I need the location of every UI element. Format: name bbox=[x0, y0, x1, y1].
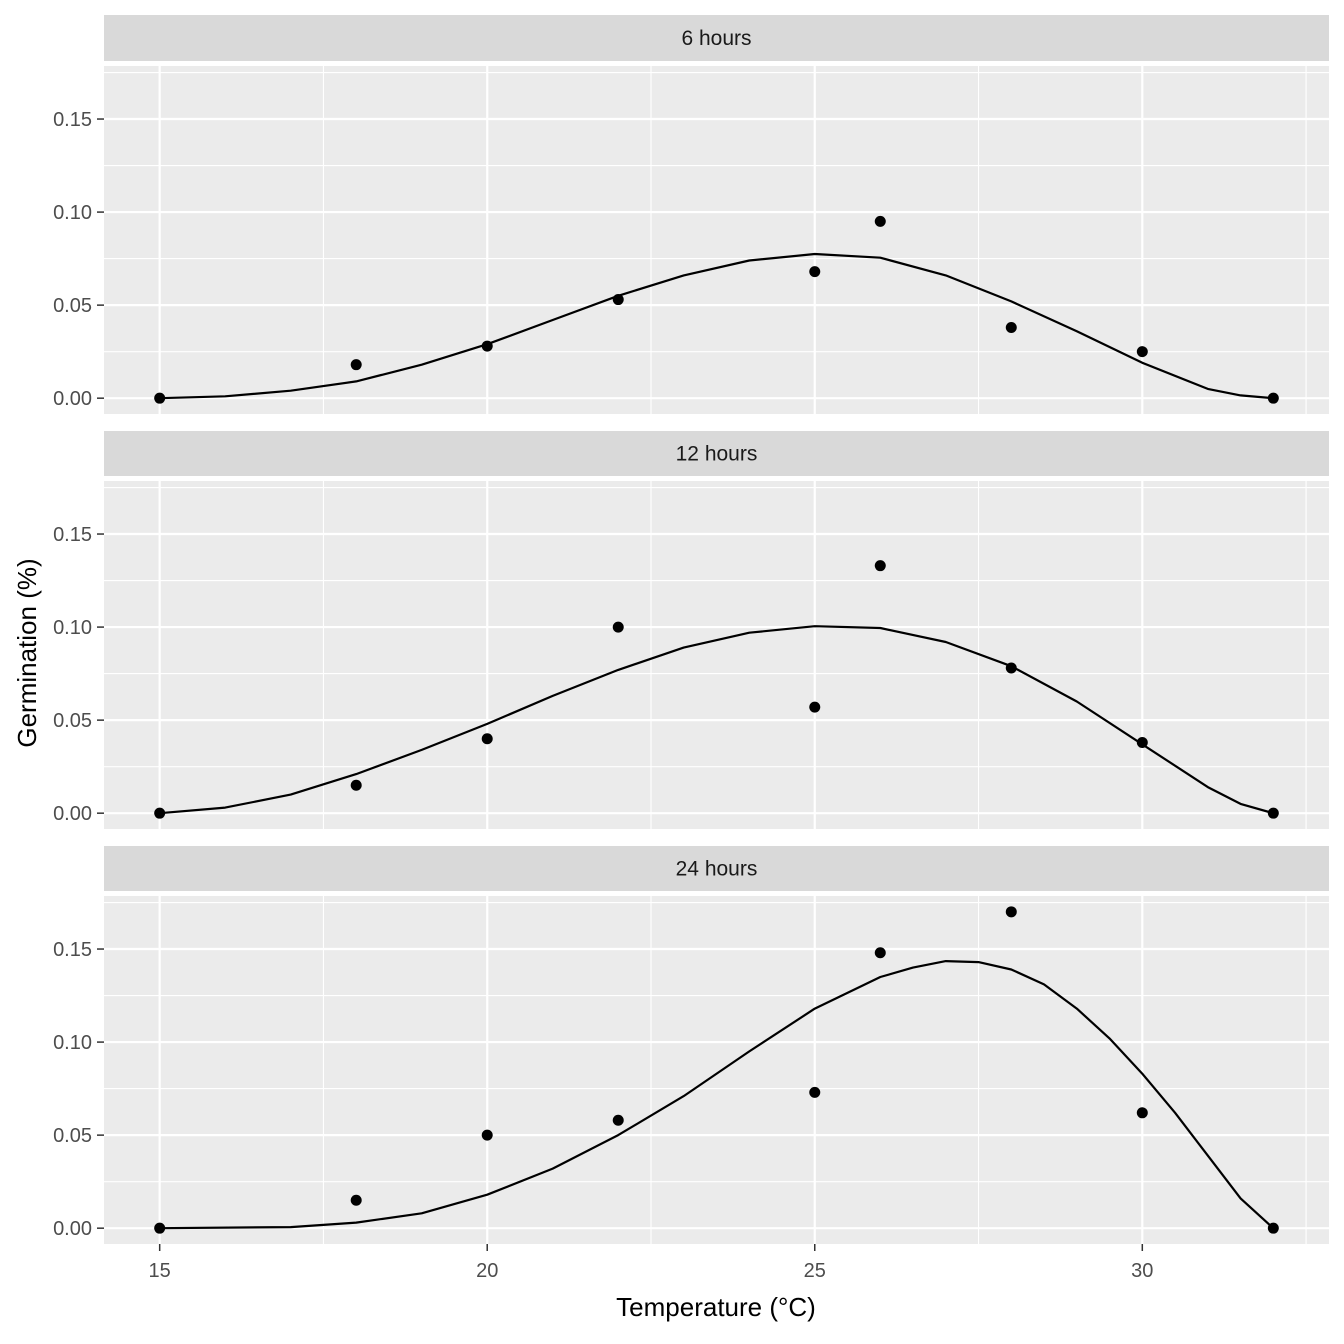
data-point bbox=[874, 560, 886, 572]
data-point bbox=[809, 1086, 821, 1098]
y-tick-label: 0.15 bbox=[53, 524, 92, 546]
y-axis-title: Germination (%) bbox=[12, 558, 42, 747]
data-point bbox=[350, 779, 362, 791]
y-tick-label: 0.05 bbox=[53, 1125, 92, 1147]
x-tick-label: 30 bbox=[1131, 1260, 1153, 1282]
data-point bbox=[1136, 1107, 1148, 1119]
data-point bbox=[612, 1114, 624, 1126]
facet-panel: 6 hours 0.00 0.05 0.10 0.15 bbox=[53, 15, 1329, 414]
y-tick-label: 0.10 bbox=[53, 202, 92, 224]
panel-background bbox=[104, 481, 1329, 829]
y-tick-label: 0.10 bbox=[53, 1032, 92, 1054]
data-point bbox=[154, 1222, 166, 1234]
data-point bbox=[350, 1194, 362, 1206]
y-tick-label: 0.00 bbox=[53, 803, 92, 825]
x-tick-label: 15 bbox=[149, 1260, 171, 1282]
facet-strip-label: 6 hours bbox=[681, 27, 751, 50]
facet-strip bbox=[104, 431, 1329, 476]
data-point bbox=[481, 340, 493, 352]
y-tick-label: 0.05 bbox=[53, 295, 92, 317]
data-point bbox=[1136, 346, 1148, 358]
facet-panel: 24 hours 0.00 0.05 0.10 0.15 bbox=[53, 846, 1329, 1244]
data-point bbox=[1005, 662, 1017, 674]
data-point bbox=[350, 359, 362, 371]
x-axis-title: Temperature (°C) bbox=[616, 1292, 816, 1322]
facet-panels: 6 hours 0.00 0.05 0.10 0.15 12 hours 0.00 0.05 0… bbox=[53, 15, 1329, 1244]
data-point bbox=[809, 701, 821, 713]
facet-panel: 12 hours 0.00 0.05 0.10 0.15 bbox=[53, 431, 1329, 829]
data-point bbox=[481, 1129, 493, 1141]
data-point bbox=[809, 266, 821, 278]
x-tick-label: 25 bbox=[804, 1260, 826, 1282]
data-point bbox=[874, 947, 886, 959]
y-tick-label: 0.05 bbox=[53, 710, 92, 732]
y-tick-label: 0.00 bbox=[53, 388, 92, 410]
data-point bbox=[1136, 736, 1148, 748]
data-point bbox=[1005, 906, 1017, 918]
x-axis: 15 20 25 30 bbox=[149, 1244, 1153, 1282]
y-tick-label: 0.15 bbox=[53, 109, 92, 131]
data-point bbox=[154, 392, 166, 404]
data-point bbox=[154, 807, 166, 819]
y-tick-label: 0.15 bbox=[53, 939, 92, 961]
data-point bbox=[481, 733, 493, 745]
y-tick-label: 0.10 bbox=[53, 617, 92, 639]
data-point bbox=[1005, 321, 1017, 333]
panel-background bbox=[104, 896, 1329, 1244]
y-tick-label: 0.00 bbox=[53, 1218, 92, 1240]
data-point bbox=[612, 621, 624, 633]
panel-background bbox=[104, 66, 1329, 414]
data-point bbox=[1267, 392, 1279, 404]
data-point bbox=[612, 294, 624, 306]
data-point bbox=[874, 215, 886, 227]
facet-strip-label: 24 hours bbox=[676, 858, 758, 881]
data-point bbox=[1267, 1222, 1279, 1234]
facet-strip bbox=[104, 15, 1329, 61]
facet-strip-label: 12 hours bbox=[676, 443, 758, 466]
x-tick-label: 20 bbox=[476, 1260, 498, 1282]
fit-curve bbox=[159, 252, 1274, 400]
facet-strip bbox=[104, 846, 1329, 891]
fit-curve bbox=[159, 960, 1275, 1230]
data-point bbox=[1267, 807, 1279, 819]
